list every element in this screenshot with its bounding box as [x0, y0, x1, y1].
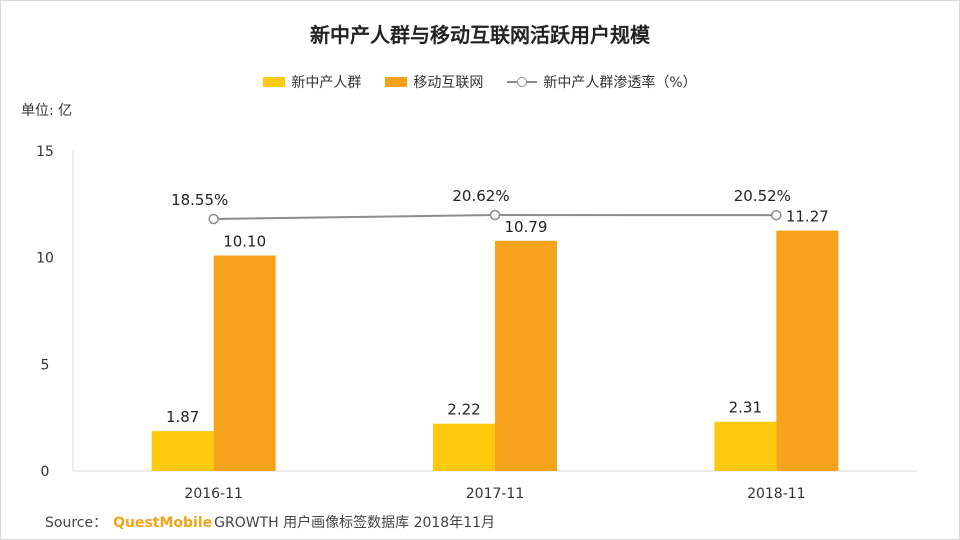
- bar-series1: [151, 431, 214, 471]
- source-brand: QuestMobile: [113, 515, 213, 531]
- source-text: GROWTH 用户画像标签数据库 2018年11月: [214, 515, 496, 531]
- chart-title: 新中产人群与移动互联网活跃用户规模: [310, 23, 650, 47]
- legend-item-series3: 新中产人群渗透率（%）: [507, 72, 697, 92]
- y-tick-label: 0: [41, 464, 50, 480]
- bar-series1: [714, 421, 777, 471]
- data-label-series2: 10.10: [223, 233, 266, 251]
- bar-series2: [776, 230, 839, 471]
- y-tick-label: 15: [36, 144, 54, 160]
- x-tick-label: 2018-11: [747, 486, 806, 502]
- x-tick-label: 2016-11: [184, 486, 243, 502]
- bar-series2: [213, 255, 276, 471]
- line-point: [489, 209, 501, 221]
- bar-series2: [495, 240, 557, 471]
- data-label-series1: 2.31: [729, 399, 762, 417]
- data-label-series1: 2.22: [447, 401, 480, 419]
- legend-item-series2: 移动互联网: [385, 72, 483, 92]
- x-tick-label: 2017-11: [466, 486, 525, 502]
- bar-series1: [433, 423, 495, 471]
- line-point: [208, 213, 219, 225]
- source-note: Source： QuestMobile GROWTH 用户画像标签数据库 2018年…: [45, 512, 495, 532]
- y-tick-label: 10: [36, 251, 54, 267]
- chart-legend: 新中产人群 移动互联网 新中产人群渗透率（%）: [1, 72, 959, 92]
- data-label-series2: 10.79: [505, 218, 548, 236]
- legend-label-series2: 移动互联网: [413, 75, 484, 91]
- legend-swatch-line: [507, 76, 538, 88]
- data-label-line: 20.52%: [734, 187, 791, 205]
- unit-label: 单位: 亿: [21, 103, 73, 119]
- data-label-series1: 1.87: [166, 408, 199, 426]
- legend-item-series1: 新中产人群: [263, 72, 361, 92]
- data-label-series2: 11.27: [786, 208, 829, 226]
- y-tick-label: 5: [41, 357, 50, 373]
- source-prefix: Source：: [45, 515, 108, 531]
- data-label-line: 18.55%: [171, 191, 228, 209]
- legend-swatch-series2: [385, 77, 408, 87]
- line-point: [771, 209, 782, 221]
- legend-label-series3: 新中产人群渗透率（%）: [543, 75, 697, 91]
- legend-swatch-series1: [263, 77, 286, 87]
- legend-label-series1: 新中产人群: [291, 75, 362, 91]
- data-label-line: 20.62%: [452, 187, 509, 205]
